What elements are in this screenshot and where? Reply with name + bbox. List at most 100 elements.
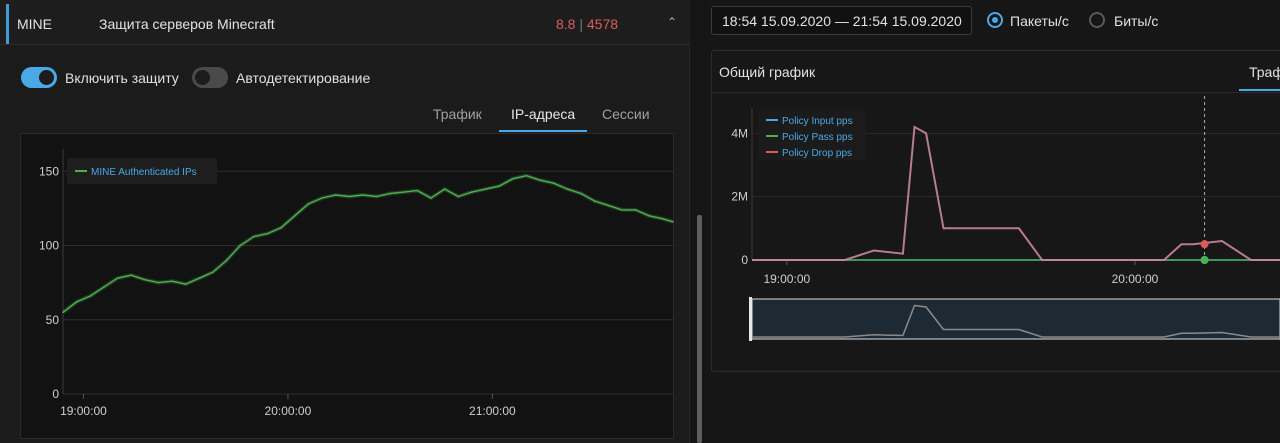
- toggle-knob: [39, 70, 54, 85]
- card-title: Общий график: [719, 64, 816, 80]
- data-point: [430, 197, 432, 199]
- legend-box: [758, 110, 866, 160]
- tab-traffic[interactable]: Трафик: [433, 106, 482, 122]
- active-indicator: [6, 4, 9, 44]
- data-point: [266, 232, 269, 235]
- data-point: [672, 220, 674, 223]
- y-tick-label: 0: [52, 387, 59, 401]
- data-point: [443, 188, 446, 190]
- packets-radio[interactable]: [987, 12, 1003, 28]
- bits-radio-label[interactable]: Биты/с: [1114, 13, 1159, 29]
- data-point: [634, 209, 637, 211]
- legend-box: [67, 158, 217, 184]
- hover-point: [1200, 256, 1209, 264]
- scrollbar-thumb[interactable]: [697, 215, 702, 443]
- data-point: [593, 200, 596, 202]
- ip-chart-svg: 0 50 100 150 19:00:00 20:00:00 21:00:00 MINE Au…: [39, 149, 674, 418]
- y-tick-label: 4M: [731, 126, 748, 140]
- x-tick-label: 20:00:00: [1112, 272, 1159, 286]
- x-tick-label: 20:00:00: [265, 404, 312, 418]
- service-code: MINE: [17, 16, 52, 32]
- navigator-line: [752, 304, 1280, 338]
- navigator-handle: [749, 297, 752, 341]
- data-point: [525, 174, 528, 177]
- data-point: [566, 188, 569, 190]
- tab-ip-addresses[interactable]: IP-адреса: [511, 106, 576, 122]
- data-point: [402, 191, 405, 193]
- legend-label: MINE Authenticated IPs: [91, 167, 197, 178]
- tab-card-traffic[interactable]: Трафик: [1249, 64, 1280, 80]
- active-tab-indicator: [1239, 89, 1280, 91]
- data-point: [171, 280, 173, 282]
- y-tick-label: 100: [39, 239, 59, 253]
- ip-chart: 0 50 100 150 19:00:00 20:00:00 21:00:00 MINE Au…: [20, 133, 674, 439]
- data-point: [130, 274, 132, 277]
- autodetect-toggle[interactable]: [192, 67, 228, 88]
- data-point: [143, 278, 146, 281]
- data-point: [552, 182, 555, 184]
- data-point: [416, 189, 419, 192]
- data-point: [225, 259, 228, 262]
- legend-label: Policy Drop pps: [782, 148, 852, 159]
- data-point: [580, 192, 582, 195]
- data-point: [362, 194, 364, 196]
- x-tick-label: 19:00:00: [763, 272, 810, 286]
- data-point: [321, 197, 323, 199]
- date-range-picker[interactable]: 18:54 15.09.2020 — 21:54 15.09.2020: [711, 6, 972, 35]
- data-point: [648, 215, 650, 217]
- packets-radio-label[interactable]: Пакеты/с: [1010, 13, 1069, 29]
- stat-value-b: 4578: [586, 16, 619, 32]
- data-point: [348, 195, 351, 198]
- data-point: [184, 283, 187, 285]
- hover-point: [1200, 240, 1209, 249]
- active-tab-indicator: [499, 130, 587, 132]
- y-tick-label: 50: [46, 313, 60, 327]
- data-point: [293, 215, 296, 217]
- data-point: [498, 185, 501, 187]
- data-point: [239, 244, 242, 247]
- chevron-up-icon[interactable]: ⌃: [667, 15, 678, 29]
- overview-chart: 0 2M 4M 19:00:00 20:00:00 Policy Input pps Pol…: [712, 93, 1280, 343]
- data-point: [212, 271, 214, 274]
- x-tick-label: 19:00:00: [60, 404, 107, 418]
- overview-chart-svg[interactable]: 0 2M 4M 19:00:00 20:00:00 Policy Input pps Pol…: [712, 93, 1280, 343]
- autodetect-toggle-label[interactable]: Автодетектирование: [236, 70, 371, 86]
- legend-label: Policy Input pps: [782, 116, 853, 127]
- data-point: [280, 226, 282, 229]
- data-point: [471, 191, 473, 193]
- service-panel: MINE Защита серверов Minecraft 8.8 | 457…: [0, 0, 690, 443]
- y-tick-label: 150: [39, 164, 59, 178]
- data-point: [661, 217, 664, 220]
- legend-label: Policy Pass pps: [782, 132, 853, 143]
- stat-separator: |: [579, 16, 583, 32]
- data-point: [457, 195, 460, 198]
- series-line: [752, 125, 1280, 261]
- service-stats: 8.8 | 4578: [556, 16, 618, 32]
- data-point: [89, 295, 92, 297]
- data-point: [157, 281, 160, 284]
- data-point: [103, 286, 105, 288]
- data-point: [621, 209, 623, 211]
- y-tick-label: 2M: [731, 190, 748, 204]
- data-point: [539, 179, 541, 181]
- data-point: [512, 177, 514, 180]
- data-point: [484, 188, 487, 190]
- data-point: [198, 277, 201, 279]
- tab-sessions[interactable]: Сессии: [602, 106, 650, 122]
- data-point: [62, 311, 64, 314]
- data-point: [253, 235, 255, 238]
- series-line: [62, 174, 674, 313]
- data-point: [307, 203, 310, 205]
- service-name: Защита серверов Minecraft: [99, 16, 275, 32]
- data-point: [75, 301, 78, 303]
- bits-radio[interactable]: [1089, 12, 1105, 28]
- data-point: [375, 195, 378, 198]
- data-point: [116, 277, 119, 279]
- service-header[interactable]: MINE Защита серверов Minecraft 8.8 | 457…: [0, 0, 690, 45]
- data-point: [334, 194, 337, 196]
- card-divider: [712, 92, 1280, 93]
- protection-toggle-label[interactable]: Включить защиту: [65, 70, 179, 86]
- protection-toggle[interactable]: [21, 67, 57, 88]
- toggle-knob: [195, 70, 210, 85]
- navigator-window: [751, 298, 1280, 340]
